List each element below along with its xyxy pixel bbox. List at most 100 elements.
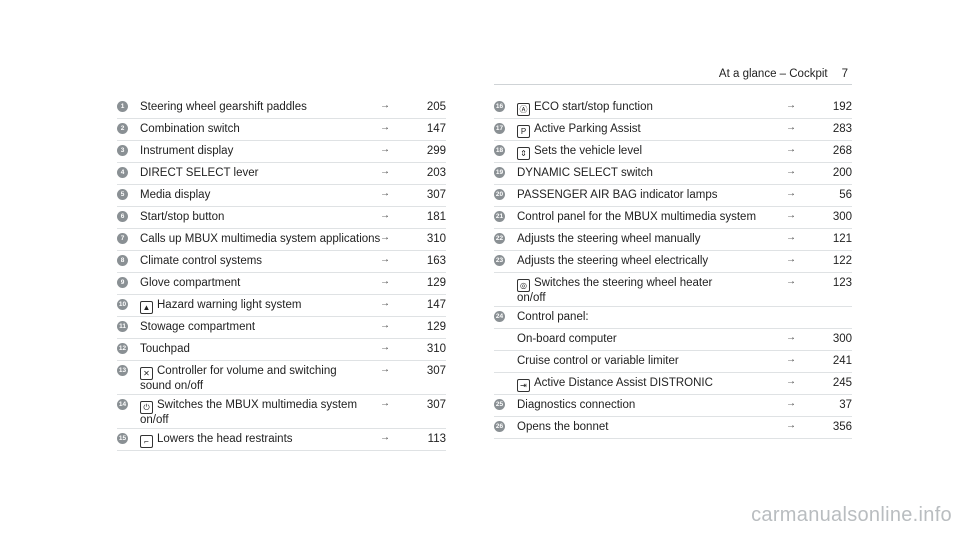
item-label-text: Lowers the head restraints xyxy=(157,433,293,445)
page-reference-link[interactable]: 300 xyxy=(832,333,852,345)
item-label: Diagnostics connection xyxy=(517,399,774,412)
item-label: ▲ Hazard warning light system xyxy=(140,299,368,314)
item-label-text-continued: sound on/off xyxy=(140,380,204,392)
item-label-text: Cruise control or variable limiter xyxy=(517,355,679,367)
page-reference-link[interactable]: 203 xyxy=(426,167,446,179)
item-number-badge: 5 xyxy=(117,189,128,200)
page-reference-link[interactable]: 37 xyxy=(839,399,852,411)
item-label: ⇥ Active Distance Assist DISTRONIC xyxy=(517,377,774,392)
arrow-right-icon: → xyxy=(786,254,796,265)
page-reference-link[interactable]: 121 xyxy=(832,233,852,245)
page-reference-link[interactable]: 245 xyxy=(832,377,852,389)
item-label-text: DIRECT SELECT lever xyxy=(140,167,259,179)
arrow-right-icon: → xyxy=(380,398,390,409)
list-item: 19 DYNAMIC SELECT switch → 200 xyxy=(494,163,852,185)
arrow-right-icon: → xyxy=(786,210,796,221)
item-number-badge: 23 xyxy=(494,255,505,266)
arrow-right-icon: → xyxy=(380,232,390,243)
list-item: ⇥ Active Distance Assist DISTRONIC → 245 xyxy=(494,373,852,395)
item-label: Calls up MBUX multimedia system applicat… xyxy=(140,233,380,246)
page-reference-link[interactable]: 299 xyxy=(426,145,446,157)
list-item: 5 Media display → 307 xyxy=(117,185,446,207)
arrow-right-icon: → xyxy=(380,342,390,353)
item-label-text: Control panel: xyxy=(517,311,589,323)
page-reference-link[interactable]: 129 xyxy=(426,277,446,289)
page-number: 7 xyxy=(841,68,848,80)
arrow-right-icon: → xyxy=(786,420,796,431)
page-reference-link[interactable]: 307 xyxy=(426,399,446,411)
item-label: Opens the bonnet xyxy=(517,421,774,434)
item-label-text: Climate control systems xyxy=(140,255,263,267)
arrow-right-icon: → xyxy=(786,332,796,343)
page-reference-link[interactable]: 283 xyxy=(832,123,852,135)
item-number-badge: 19 xyxy=(494,167,505,178)
list-item: 24 Control panel: xyxy=(494,307,852,329)
page-reference-link[interactable]: 192 xyxy=(832,101,852,113)
warning-triangle-icon: ▲ xyxy=(140,301,153,314)
page-reference-link[interactable]: 310 xyxy=(426,343,446,355)
list-item: 16 Ⓐ ECO start/stop function → 192 xyxy=(494,97,852,119)
arrow-right-icon: → xyxy=(380,320,390,331)
item-label: DIRECT SELECT lever xyxy=(140,167,368,180)
item-label: ◎ Switches the steering wheel heater on/of… xyxy=(517,277,774,305)
page-reference-link[interactable]: 113 xyxy=(427,433,446,445)
item-label-text: On-board computer xyxy=(517,333,617,345)
page-reference-link[interactable]: 307 xyxy=(426,365,446,377)
page-reference-link[interactable]: 307 xyxy=(426,189,446,201)
item-number-badge: 13 xyxy=(117,365,128,376)
page-reference-link[interactable]: 200 xyxy=(832,167,852,179)
item-label-text: Control panel for the MBUX multimedia sy… xyxy=(517,211,757,223)
item-label: Control panel for the MBUX multimedia sy… xyxy=(517,211,774,224)
item-label-text: Active Parking Assist xyxy=(534,123,641,135)
arrow-right-icon: → xyxy=(380,432,390,443)
page-reference-link[interactable]: 310 xyxy=(426,233,446,245)
page-reference-link[interactable]: 356 xyxy=(832,421,852,433)
page-reference-link[interactable]: 122 xyxy=(832,255,852,267)
page-reference-link[interactable]: 205 xyxy=(426,101,446,113)
list-item: 3 Instrument display → 299 xyxy=(117,141,446,163)
item-label-text: Sets the vehicle level xyxy=(534,145,643,157)
page-reference-link[interactable]: 181 xyxy=(426,211,446,223)
list-item: 21 Control panel for the MBUX multimedia … xyxy=(494,207,852,229)
item-label-text: PASSENGER AIR BAG indicator lamps xyxy=(517,189,718,201)
eco-icon: Ⓐ xyxy=(517,103,530,116)
item-label: Start/stop button xyxy=(140,211,368,224)
arrow-right-icon: → xyxy=(380,364,390,375)
page-reference-link[interactable]: 300 xyxy=(832,211,852,223)
list-item: 23 Adjusts the steering wheel electricall… xyxy=(494,251,852,273)
item-label: Glove compartment xyxy=(140,277,368,290)
page-reference-link[interactable]: 268 xyxy=(832,145,852,157)
page-reference-link[interactable]: 147 xyxy=(426,123,446,135)
arrow-right-icon: → xyxy=(380,122,390,133)
list-item: 17 P Active Parking Assist → 283 xyxy=(494,119,852,141)
item-number-badge: 9 xyxy=(117,277,128,288)
item-number-badge: 25 xyxy=(494,399,505,410)
item-label-text: Stowage compartment xyxy=(140,321,256,333)
item-label-text: Start/stop button xyxy=(140,211,225,223)
arrow-right-icon: → xyxy=(786,376,796,387)
item-label: ⌐ Lowers the head restraints xyxy=(140,433,368,448)
list-item: 25 Diagnostics connection → 37 xyxy=(494,395,852,417)
item-label: On-board computer xyxy=(517,333,774,346)
page-reference-link[interactable]: 129 xyxy=(426,321,446,333)
item-number-badge: 12 xyxy=(117,343,128,354)
list-item: 9 Glove compartment → 129 xyxy=(117,273,446,295)
page-reference-link[interactable]: 147 xyxy=(426,299,446,311)
item-label-text: Adjusts the steering wheel manually xyxy=(517,233,701,245)
list-item: 10 ▲ Hazard warning light system → 147 xyxy=(117,295,446,317)
page-reference-link[interactable]: 163 xyxy=(426,255,446,267)
page-reference-link[interactable]: 56 xyxy=(839,189,852,201)
item-label: Adjusts the steering wheel electrically xyxy=(517,255,774,268)
vehicle-level-icon: ⇕ xyxy=(517,147,530,160)
item-label: Stowage compartment xyxy=(140,321,368,334)
header-rule xyxy=(494,84,852,85)
item-number-badge: 4 xyxy=(117,167,128,178)
page-reference-link[interactable]: 241 xyxy=(832,355,852,367)
page-reference-link[interactable]: 123 xyxy=(832,277,852,289)
list-item: ◎ Switches the steering wheel heater on/of… xyxy=(494,273,852,307)
list-item: 18 ⇕ Sets the vehicle level → 268 xyxy=(494,141,852,163)
arrow-right-icon: → xyxy=(380,100,390,111)
item-label: Adjusts the steering wheel manually xyxy=(517,233,774,246)
item-number-badge: 3 xyxy=(117,145,128,156)
item-label-text: Calls up MBUX multimedia system applicat… xyxy=(140,233,381,245)
